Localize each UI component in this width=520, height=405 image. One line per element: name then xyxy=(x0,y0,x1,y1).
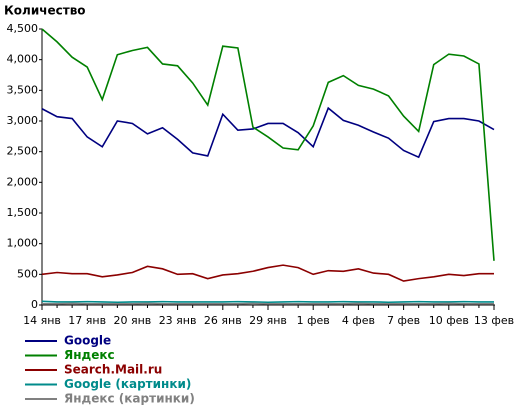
chart-title: Количество xyxy=(4,4,86,18)
x-tick-label: 23 янв xyxy=(159,314,197,327)
series-line xyxy=(41,28,495,261)
series-line xyxy=(41,300,494,304)
y-tick-label: 3,500 xyxy=(7,83,39,96)
x-tick-label: 29 янв xyxy=(249,314,287,327)
legend-label: Search.Mail.ru xyxy=(64,363,162,377)
series-line xyxy=(41,106,495,159)
legend-label: Яндекс (картинки) xyxy=(64,392,195,405)
y-tick-label: 4,000 xyxy=(7,53,39,66)
x-tick-label: 7 фев xyxy=(387,314,420,327)
x-tick-label: 17 янв xyxy=(68,314,106,327)
y-tick-label: 0 xyxy=(31,298,38,311)
legend-label: Google xyxy=(64,334,111,348)
legend-label: Яндекс xyxy=(64,348,115,362)
series-line xyxy=(41,264,494,282)
x-tick-label: 10 фев xyxy=(429,314,469,327)
x-tick-label: 26 янв xyxy=(204,314,242,327)
x-tick-label: 13 фев xyxy=(474,314,514,327)
y-tick-label: 4,500 xyxy=(7,22,39,35)
x-tick-label: 1 фев xyxy=(297,314,330,327)
y-tick-label: 1,000 xyxy=(7,237,39,250)
y-tick-label: 2,500 xyxy=(7,145,39,158)
x-tick-label: 14 янв xyxy=(23,314,61,327)
y-tick-label: 3,000 xyxy=(7,114,39,127)
legend-label: Google (картинки) xyxy=(64,377,191,391)
x-tick-label: 20 янв xyxy=(114,314,152,327)
y-tick-label: 2,000 xyxy=(7,175,39,188)
x-tick-label: 4 фев xyxy=(342,314,375,327)
y-tick-label: 500 xyxy=(17,267,38,280)
y-tick-label: 1,500 xyxy=(7,206,39,219)
